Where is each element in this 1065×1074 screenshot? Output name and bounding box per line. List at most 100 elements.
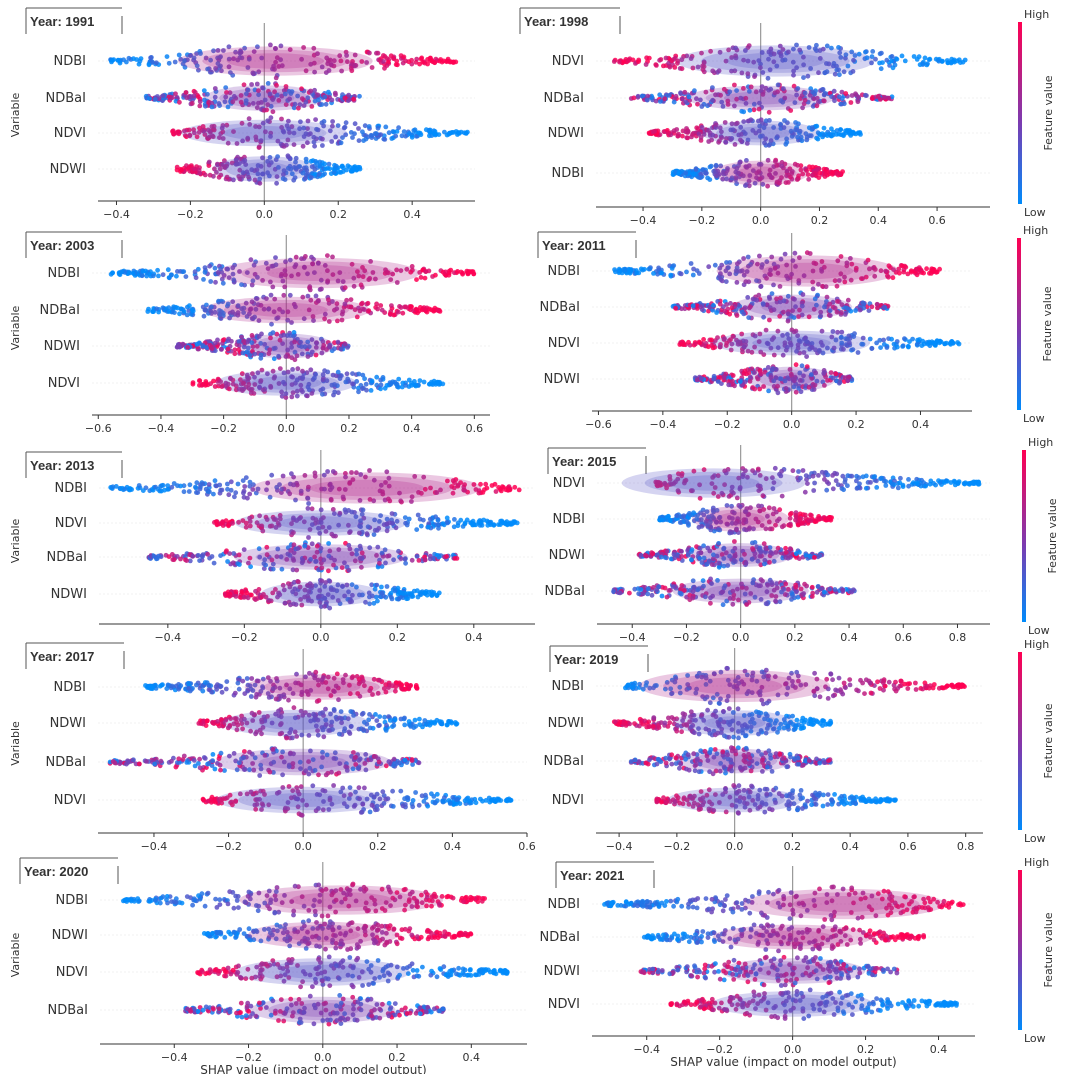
shap-point	[338, 58, 344, 64]
shap-point	[877, 97, 883, 102]
shap-point	[611, 59, 617, 64]
shap-point	[209, 104, 215, 110]
shap-point	[175, 269, 180, 274]
shap-point	[902, 58, 908, 64]
shap-point	[256, 92, 261, 98]
shap-point	[706, 264, 712, 270]
variable-label: NDBaI	[540, 300, 580, 315]
shap-point	[394, 58, 400, 64]
shap-point	[429, 593, 435, 598]
shap-point	[409, 557, 415, 563]
x-tick-label: −0.2	[231, 631, 258, 644]
shap-point	[913, 266, 919, 272]
shap-point	[208, 279, 214, 284]
shap-point	[212, 478, 218, 484]
shap-point	[926, 57, 932, 62]
shap-point	[325, 61, 331, 67]
shap-point	[400, 310, 406, 316]
shap-point	[372, 131, 378, 137]
shap-point	[617, 59, 622, 65]
shap-point	[803, 473, 809, 478]
shap-point	[335, 369, 341, 375]
shap-point	[368, 133, 374, 138]
shap-point	[816, 175, 822, 181]
shap-point	[878, 66, 884, 72]
shap-point	[291, 105, 297, 111]
shap-point	[427, 556, 433, 562]
shap-point	[765, 75, 771, 81]
density-core	[277, 550, 365, 564]
shap-point	[686, 339, 691, 345]
shap-point	[154, 306, 159, 312]
shap-point	[192, 166, 198, 172]
shap-point	[831, 129, 836, 135]
shap-point	[698, 304, 703, 310]
colorbar-title: Feature value	[1041, 286, 1054, 361]
shap-point	[621, 268, 627, 273]
shap-point	[350, 135, 355, 140]
shap-point	[734, 313, 740, 318]
shap-point	[793, 362, 799, 368]
shap-point	[223, 94, 229, 100]
shap-point	[202, 265, 208, 270]
x-tick-label: 0.0	[312, 631, 330, 644]
shap-point	[889, 58, 894, 64]
shap-point	[890, 481, 896, 487]
shap-point	[460, 271, 465, 277]
shap-point	[299, 56, 304, 62]
shap-point	[406, 377, 412, 383]
shap-point	[356, 138, 362, 144]
shap-point	[463, 131, 469, 136]
shap-point	[356, 371, 362, 377]
shap-point	[231, 56, 236, 62]
shap-point	[793, 517, 798, 523]
shap-point	[213, 519, 219, 524]
shap-point	[435, 308, 441, 313]
shap-point	[194, 480, 200, 486]
shap-point	[727, 311, 733, 317]
shap-point	[413, 383, 419, 389]
x-tick-label: 0.2	[329, 208, 347, 221]
shap-point	[418, 275, 424, 280]
shap-point	[305, 506, 311, 511]
shap-point	[151, 273, 156, 279]
shap-point	[306, 501, 311, 506]
shap-point	[190, 308, 196, 314]
shap-point	[249, 592, 254, 598]
shap-point	[197, 99, 203, 104]
shap-point	[455, 269, 460, 274]
shap-point	[833, 478, 839, 484]
shap-point	[838, 132, 844, 138]
shap-point	[140, 268, 146, 274]
shap-point	[306, 535, 311, 540]
shap-point	[220, 280, 226, 286]
x-tick-label: 0.4	[403, 422, 421, 435]
shap-point	[685, 129, 691, 134]
shap-point	[197, 103, 203, 109]
beeswarm-ndbi: NDBI	[548, 250, 942, 292]
shap-point	[160, 93, 166, 98]
shap-point	[270, 109, 276, 115]
shap-point	[195, 94, 201, 100]
shap-point	[233, 490, 239, 496]
shap-point	[730, 378, 735, 384]
shap-point	[378, 382, 384, 388]
shap-point	[631, 95, 637, 101]
shap-point	[699, 125, 705, 130]
shap-point	[369, 378, 375, 384]
shap-point	[351, 96, 356, 102]
shap-point	[741, 371, 747, 376]
shap-point	[737, 379, 743, 384]
beeswarm-ndwi: NDWI	[544, 362, 855, 396]
x-tick-label: 0.4	[870, 214, 888, 227]
shap-point	[444, 515, 450, 521]
shap-panel-1: Year: 1991VariableNDBINDBaINDVINDWI−0.4−…	[9, 7, 475, 221]
panel-title-text: Year: 1998	[524, 14, 588, 29]
shap-point	[312, 69, 317, 75]
shap-point	[238, 50, 244, 55]
shap-point	[775, 390, 781, 396]
density-core	[752, 336, 831, 350]
shap-point	[403, 133, 408, 139]
shap-point	[356, 126, 361, 131]
shap-point	[178, 56, 184, 62]
